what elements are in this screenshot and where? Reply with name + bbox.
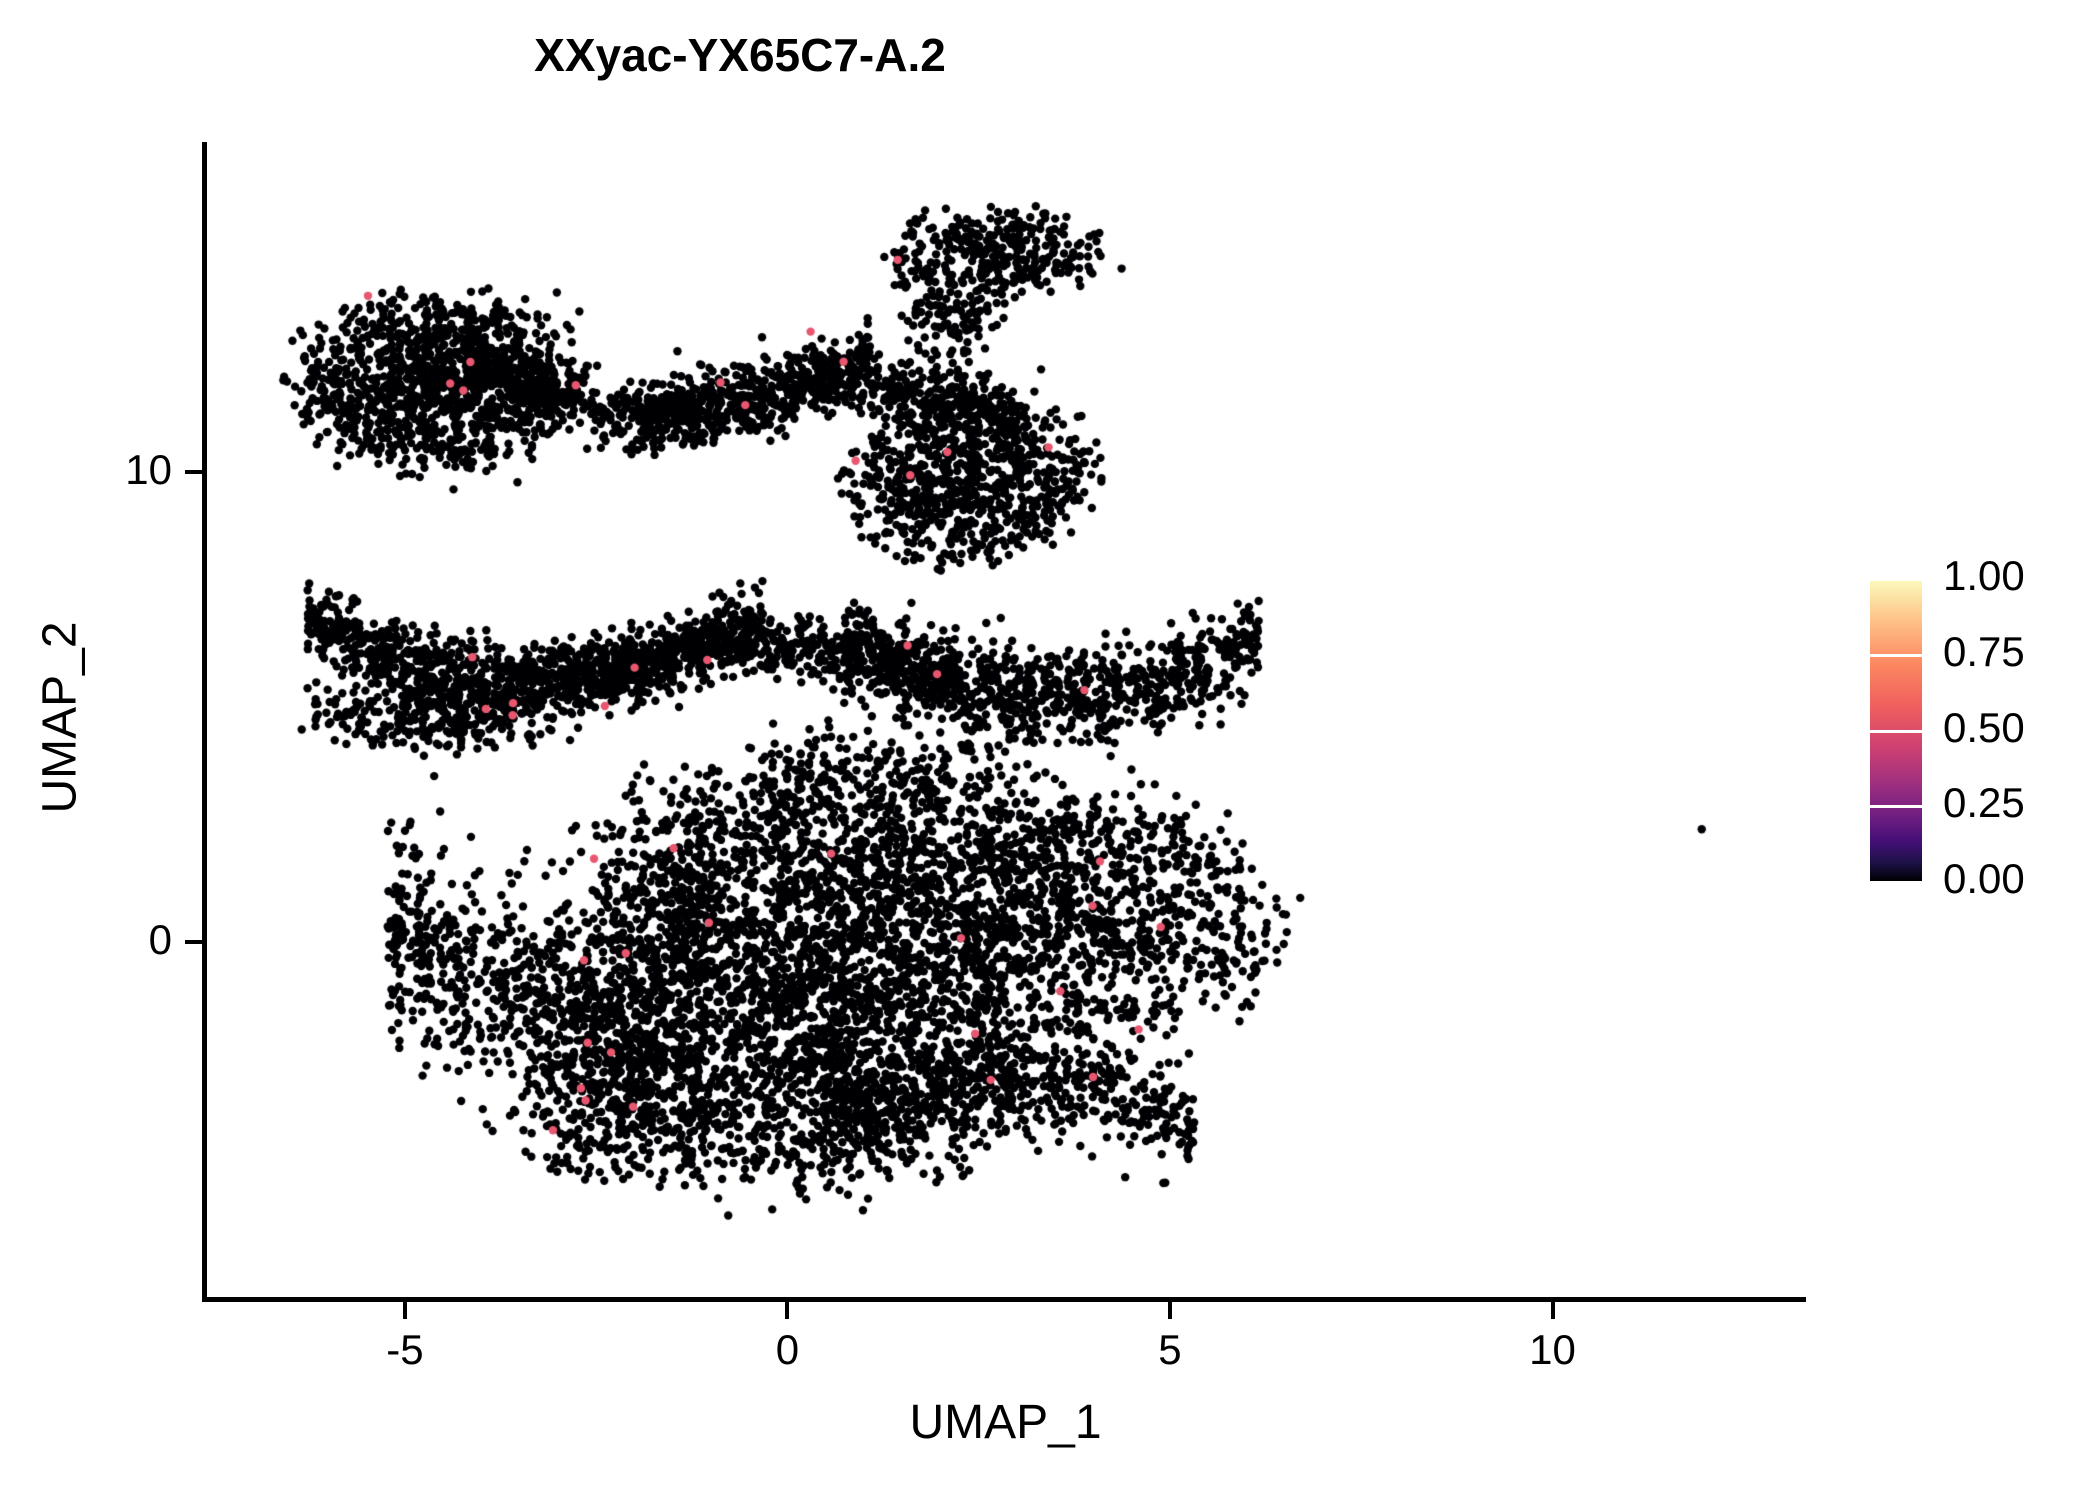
colorbar-tick-mark	[1870, 578, 1922, 581]
colorbar-tick-mark	[1870, 881, 1922, 884]
y-axis-title: UMAP_2	[33, 621, 87, 814]
colorbar-tick-label: 0.75	[1943, 627, 2025, 675]
x-tick-label: 0	[775, 1326, 800, 1373]
y-axis-line	[202, 142, 207, 1302]
colorbar-tick-mark	[1870, 653, 1922, 657]
colorbar-legend: 1.00 0.75 0.50 0.25 0.00	[1855, 552, 2095, 920]
y-tick-mark	[185, 469, 202, 474]
colorbar-tick-label: 0.50	[1943, 703, 2025, 751]
page-title: XXyac-YX65C7-A.2	[534, 29, 946, 81]
colorbar-tick-label: 0.00	[1943, 855, 2025, 902]
y-tick-label: 0	[148, 916, 172, 964]
x-axis-line	[202, 1297, 1806, 1302]
x-axis-title: UMAP_1	[909, 1396, 1102, 1449]
colorbar-tick-label: 1.00	[1943, 552, 2025, 599]
scatter-plot-canvas	[206, 142, 1805, 1300]
colorbar-tick-mark	[1870, 729, 1922, 733]
x-tick-mark	[785, 1302, 790, 1319]
x-tick-label: 10	[1529, 1326, 1576, 1373]
y-tick-label: 10	[125, 445, 172, 493]
x-tick-mark	[1167, 1302, 1172, 1319]
y-tick-mark	[185, 940, 202, 945]
plot-panel	[206, 142, 1805, 1300]
x-tick-mark	[402, 1302, 407, 1319]
x-tick-label: -5	[386, 1326, 424, 1373]
colorbar-tick-mark	[1870, 805, 1922, 809]
colorbar-tick-label: 0.25	[1943, 779, 2025, 827]
x-tick-label: 5	[1158, 1326, 1182, 1373]
x-tick-mark	[1550, 1302, 1555, 1319]
